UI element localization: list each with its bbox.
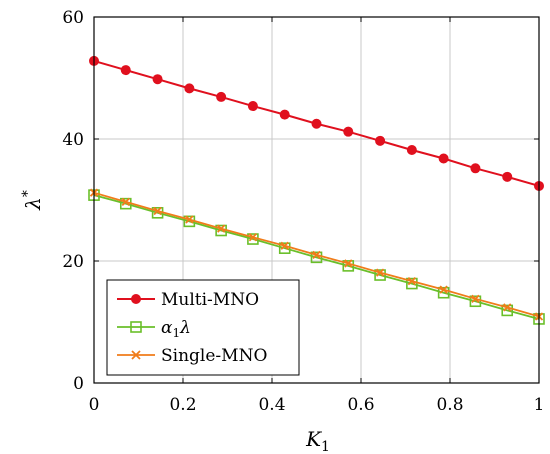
data-point-single-mno: [153, 206, 162, 216]
data-point-1: [469, 295, 482, 308]
data-point-multi-mno: [120, 65, 131, 76]
data-point-multi-mno: [184, 83, 195, 94]
data-point-single-mno: [248, 233, 258, 242]
legend-label-multi-mno: Multi-MNO: [161, 290, 259, 310]
data-point-multi-mno: [152, 74, 163, 85]
legend-entry-multi-mno: Multi-MNO: [117, 290, 259, 310]
data-point-single-mno: [217, 224, 226, 233]
data-point-multi-mno: [438, 153, 449, 164]
legend-label-single-mno: Single-MNO: [161, 346, 267, 366]
x-tick-label: 0.8: [436, 395, 463, 415]
x-tick-label: 0.4: [258, 395, 285, 415]
data-point-multi-mno: [375, 135, 386, 146]
data-point-single-mno: [344, 259, 353, 268]
data-point-single-mno: [471, 294, 480, 303]
x-tick-label: 1: [534, 395, 545, 415]
data-point-1: [278, 242, 291, 254]
data-point-single-mno: [375, 268, 385, 277]
x-axis-label: K1: [305, 427, 330, 454]
data-point-multi-mno: [216, 91, 227, 102]
data-point-multi-mno: [406, 144, 417, 155]
data-point-multi-mno: [247, 101, 258, 112]
x-tick-label: 0.6: [347, 395, 374, 415]
y-tick-label: 20: [62, 252, 84, 272]
data-point-1: [310, 251, 323, 264]
y-tick-label: 40: [62, 130, 84, 150]
x-tick-label: 0.2: [169, 395, 196, 415]
data-point-1: [374, 269, 386, 281]
plot-frame: [93, 16, 540, 384]
data-point-single-mno: [503, 303, 512, 312]
data-point-single-mno: [121, 197, 130, 206]
data-point-single-mno: [280, 241, 289, 250]
legend-marker-single-mno: [131, 350, 141, 360]
legend-label-alpha-lambda: α1λ: [161, 318, 191, 340]
data-point-single-mno: [185, 215, 194, 224]
data-point-1: [342, 260, 355, 272]
legend-entry-single-mno: Single-MNO: [117, 346, 267, 366]
series-line-1: [93, 194, 540, 320]
data-point-multi-mno: [470, 163, 481, 174]
data-point-single-mno: [439, 285, 448, 294]
legend: Multi-MNO α1λ Single-MNO: [106, 279, 300, 376]
data-point-single-mno: [312, 250, 321, 260]
legend-entry-alpha-lambda: α1λ: [117, 318, 191, 340]
ticks: 0 0.2 0.4 0.6 0.8 1 0 20 40 60: [62, 8, 544, 415]
y-tick-label: 60: [62, 8, 84, 28]
data-point-multi-mno: [343, 126, 354, 137]
legend-marker-multi-mno: [131, 294, 141, 304]
data-point-multi-mno: [311, 118, 322, 129]
data-point-single-mno: [407, 276, 416, 286]
x-tick-label: 0: [89, 395, 100, 415]
legend-marker-alpha-lambda: [130, 321, 142, 333]
data-point-1: [501, 304, 514, 317]
data-point-1: [437, 286, 450, 299]
y-axis-label: λ*: [20, 190, 45, 211]
data-point-1: [406, 277, 418, 290]
data-point-multi-mno: [279, 109, 290, 120]
data-point-multi-mno: [502, 171, 513, 182]
y-tick-label: 0: [73, 374, 84, 394]
